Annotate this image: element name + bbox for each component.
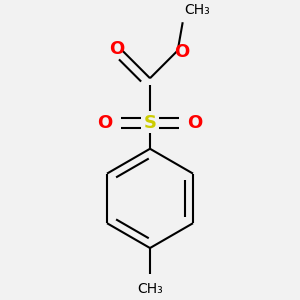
Text: O: O [110,40,125,58]
Text: CH₃: CH₃ [184,3,210,17]
Text: O: O [188,114,203,132]
Text: O: O [97,114,112,132]
Text: CH₃: CH₃ [137,282,163,296]
Text: S: S [143,114,157,132]
Text: O: O [174,43,189,61]
